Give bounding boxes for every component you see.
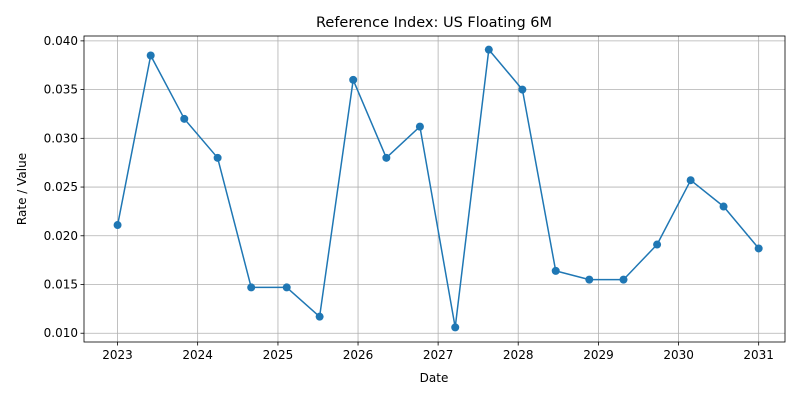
data-point <box>349 75 358 84</box>
y-axis: 0.010 0.015 0.020 0.025 0.030 0.035 0.040 <box>44 34 84 340</box>
data-point <box>146 51 155 60</box>
y-tick-label: 0.040 <box>44 34 78 48</box>
data-point <box>719 202 728 211</box>
data-point <box>415 122 424 131</box>
x-tick-label: 2023 <box>102 348 133 362</box>
chart-title: Reference Index: US Floating 6M <box>316 15 552 31</box>
data-point <box>585 275 594 284</box>
data-point <box>315 312 324 321</box>
x-tick-label: 2029 <box>583 348 614 362</box>
series-line <box>116 48 760 329</box>
y-tick-label: 0.025 <box>44 180 78 194</box>
x-tick-label: 2026 <box>343 348 374 362</box>
data-point <box>451 323 460 332</box>
plot-frame <box>83 35 786 343</box>
data-point <box>754 244 763 253</box>
x-axis: 2023 2024 2025 2026 2027 2028 2029 2030 2031 <box>102 342 774 362</box>
data-point <box>282 283 291 292</box>
data-point <box>518 85 527 94</box>
y-axis-title: Rate / Value <box>15 153 29 225</box>
x-tick-label: 2030 <box>663 348 694 362</box>
x-tick-label: 2024 <box>182 348 213 362</box>
x-tick-label: 2028 <box>503 348 534 362</box>
grid-lines <box>84 36 785 342</box>
data-point <box>247 283 256 292</box>
data-point <box>484 45 493 54</box>
y-tick-label: 0.015 <box>44 278 78 292</box>
x-tick-label: 2025 <box>263 348 294 362</box>
data-point <box>686 176 695 185</box>
y-tick-label: 0.020 <box>44 229 78 243</box>
data-point <box>653 240 662 249</box>
series-layer <box>113 45 763 332</box>
data-point <box>180 114 189 123</box>
x-tick-label: 2031 <box>743 348 774 362</box>
data-point <box>382 153 391 162</box>
x-tick-label: 2027 <box>423 348 454 362</box>
y-tick-label: 0.010 <box>44 326 78 340</box>
y-tick-label: 0.035 <box>44 83 78 97</box>
x-axis-title: Date <box>420 371 449 385</box>
data-point <box>113 221 122 230</box>
data-point <box>619 275 628 284</box>
data-point <box>551 266 560 275</box>
data-point <box>213 153 222 162</box>
y-tick-label: 0.030 <box>44 131 78 145</box>
